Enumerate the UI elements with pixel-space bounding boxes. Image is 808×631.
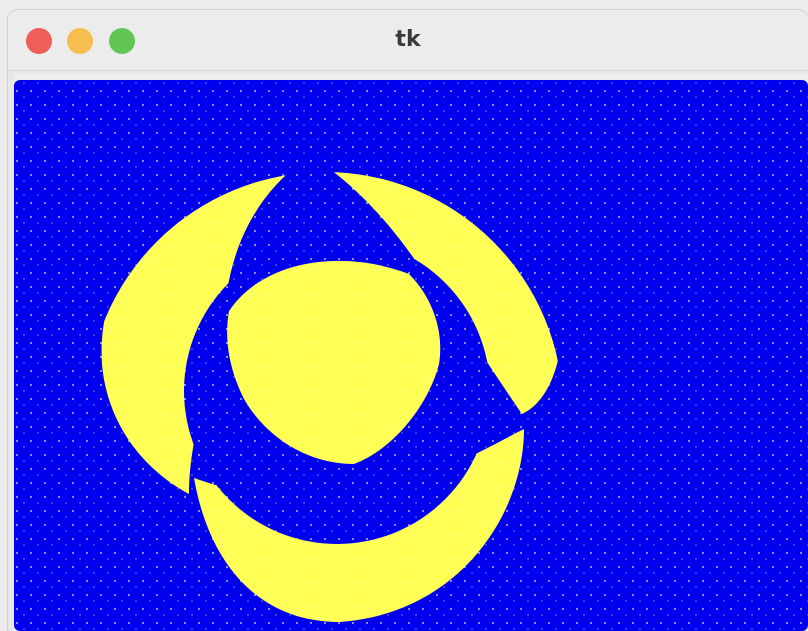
outer-ring (101, 153, 562, 622)
window-title: tk (395, 27, 421, 52)
minimize-traffic-light-icon[interactable] (67, 28, 93, 54)
close-traffic-light-icon[interactable] (26, 28, 52, 54)
dot-plot (14, 80, 808, 631)
plot-canvas[interactable] (14, 74, 808, 631)
app-window: tk (8, 10, 808, 631)
inner-triangle (227, 260, 441, 464)
title-bar[interactable]: tk (8, 10, 808, 71)
maximize-traffic-light-icon[interactable] (109, 28, 135, 54)
